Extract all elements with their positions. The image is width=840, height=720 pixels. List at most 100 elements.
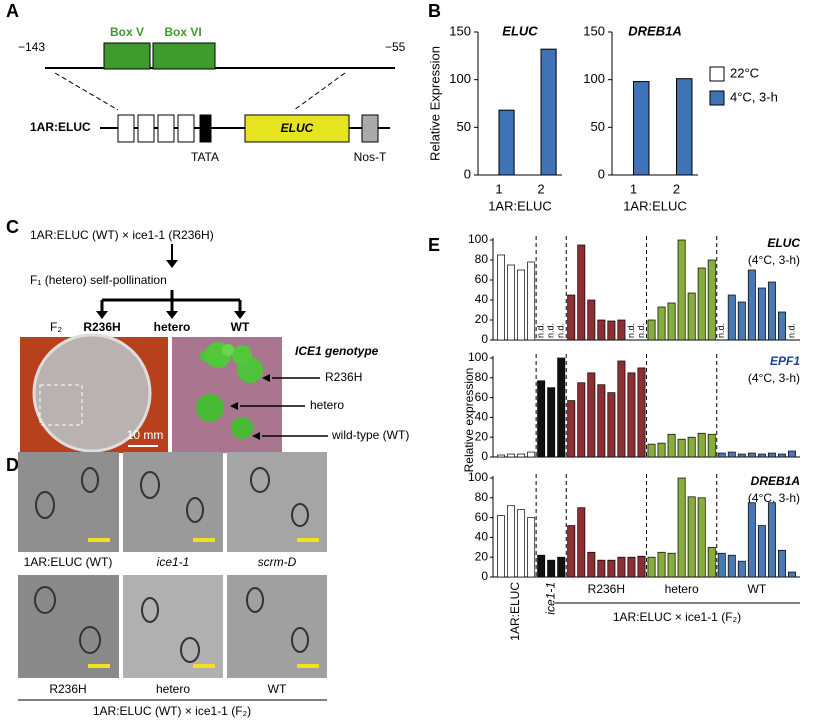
- bar: [507, 264, 516, 341]
- tree: [100, 290, 242, 313]
- bar: [677, 239, 686, 341]
- value-label: n.d.: [636, 323, 646, 338]
- construct-label: 1AR:ELUC: [30, 120, 91, 134]
- inset-box: [39, 384, 83, 426]
- bar: [577, 244, 586, 341]
- micrograph-label: WT: [268, 682, 287, 696]
- reporter-label: ELUC: [281, 121, 314, 135]
- y-tick-label: 50: [457, 119, 471, 134]
- bar: [597, 319, 606, 341]
- bar: [527, 261, 536, 341]
- bar: [567, 400, 576, 458]
- bar: [697, 497, 706, 578]
- bar: [497, 454, 505, 458]
- bar: [747, 269, 756, 341]
- bar: [517, 453, 526, 458]
- y-tick-label: 100: [468, 470, 488, 484]
- y-tick-label: 100: [583, 71, 605, 86]
- scale-label: 10 mm: [127, 428, 164, 442]
- y-tick-label: 80: [475, 252, 489, 266]
- micrograph: [18, 575, 119, 678]
- bar: [627, 372, 636, 458]
- box-v: [103, 42, 151, 70]
- bar: [527, 451, 536, 458]
- bar: [697, 432, 706, 458]
- bar: [597, 559, 606, 578]
- chart-title: DREB1A: [628, 23, 681, 38]
- group-label: WT: [748, 582, 767, 596]
- value-label: n.d.: [626, 323, 636, 338]
- bar: [647, 556, 656, 578]
- bar: [687, 292, 696, 341]
- bar: [547, 387, 556, 458]
- bar: [637, 367, 646, 458]
- y-tick-label: 40: [475, 530, 489, 544]
- zoom-line: [54, 72, 119, 111]
- element-box: [137, 114, 155, 143]
- bar: [747, 452, 756, 458]
- y-axis-label: Relative expression: [462, 368, 476, 473]
- chart-title: ELUC: [767, 236, 800, 250]
- arrow-head: [166, 260, 178, 268]
- bar: [707, 546, 716, 578]
- chart-subtitle: (4°C, 3-h): [748, 371, 800, 385]
- element-box: [177, 114, 195, 143]
- y-tick-label: 100: [449, 71, 471, 86]
- tata-box: [199, 114, 212, 143]
- photo-label: R236H: [325, 370, 362, 384]
- y-tick-label: 60: [475, 510, 489, 524]
- y-tick-label: 0: [481, 449, 488, 463]
- bar: [607, 320, 616, 341]
- seedling: [222, 344, 234, 356]
- micrograph: [18, 452, 119, 552]
- bar: [537, 380, 546, 458]
- bar: [633, 81, 650, 176]
- x-tick-label: 1: [630, 181, 637, 196]
- chart-title: EPF1: [770, 354, 800, 368]
- chart-title: DREB1A: [751, 474, 800, 488]
- bar: [537, 554, 546, 578]
- bar: [677, 438, 686, 458]
- micrograph-label: ice1-1: [157, 555, 190, 569]
- bar: [777, 453, 786, 458]
- bar: [777, 549, 786, 578]
- micrograph-label: scrm-D: [258, 555, 297, 569]
- value-label: n.d.: [546, 323, 556, 338]
- x-tick-label: 1: [495, 181, 502, 196]
- group-label: hetero: [665, 582, 699, 596]
- genotype-label: hetero: [154, 320, 191, 334]
- bar: [717, 452, 726, 458]
- legend-swatch: [709, 66, 725, 82]
- bar: [647, 443, 656, 458]
- arrow-head: [230, 374, 270, 440]
- group-label: R236H: [588, 582, 625, 596]
- bar: [507, 453, 516, 458]
- bar: [657, 306, 666, 341]
- group-label: 1AR:ELUC (WT) × ice1-1 (F₂): [93, 704, 251, 718]
- bar: [567, 294, 576, 341]
- bar: [777, 311, 786, 341]
- bar: [647, 319, 656, 341]
- bar: [767, 452, 776, 458]
- bar: [737, 301, 746, 341]
- bar: [737, 453, 746, 458]
- element-box: [117, 114, 135, 143]
- value-label: n.d.: [716, 323, 726, 338]
- value-label: n.d.: [536, 323, 546, 338]
- bar: [597, 384, 606, 458]
- bar: [687, 496, 696, 578]
- bar: [667, 302, 676, 341]
- value-label: n.d.: [786, 323, 796, 338]
- bar: [507, 505, 516, 578]
- y-tick-label: 100: [468, 232, 488, 246]
- bar: [587, 551, 596, 578]
- bar: [557, 357, 566, 458]
- bar: [788, 571, 796, 578]
- legend-swatch: [709, 90, 725, 106]
- y-tick-label: 80: [475, 370, 489, 384]
- stomata: [34, 467, 309, 663]
- bar: [547, 559, 556, 578]
- bar: [587, 299, 596, 341]
- bar: [727, 451, 736, 458]
- bar: [607, 392, 616, 458]
